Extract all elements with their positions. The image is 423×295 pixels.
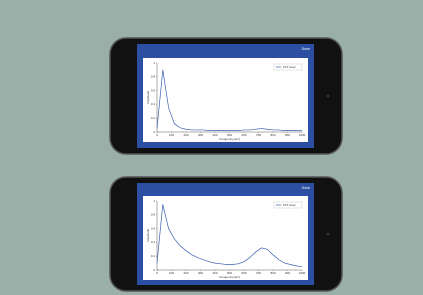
x-tick-label: 100 <box>169 271 174 275</box>
y-tick-label: 0.2 <box>151 254 156 258</box>
home-button <box>327 233 330 236</box>
x-axis-label: Frequency [Hz] <box>219 137 240 141</box>
done-button[interactable]: Done <box>302 186 310 190</box>
x-tick-label: 400 <box>212 271 217 275</box>
x-tick-label: 900 <box>285 271 290 275</box>
y-axis-label: Amplitude <box>146 229 150 243</box>
x-tick-label: 900 <box>285 133 290 137</box>
y-tick-label: 0.4 <box>151 240 156 244</box>
x-axis-label: Frequency [Hz] <box>219 275 240 279</box>
legend-label: FFT level <box>283 65 296 69</box>
plot-background <box>143 196 308 280</box>
x-tick-label: 800 <box>270 271 275 275</box>
done-button[interactable]: Done <box>302 47 310 51</box>
x-tick-label: 100 <box>169 133 174 137</box>
y-tick-label: 0.2 <box>151 116 156 120</box>
x-tick-label: 700 <box>256 271 261 275</box>
y-tick-label: 0.8 <box>151 75 156 79</box>
x-tick-label: 300 <box>198 133 203 137</box>
screenshot: Done0100200300400500600700800900100000.2… <box>0 0 423 295</box>
x-tick-label: 300 <box>198 271 203 275</box>
x-tick-label: 1000 <box>299 271 306 275</box>
home-button <box>327 95 330 98</box>
x-tick-label: 400 <box>212 133 217 137</box>
x-tick-label: 200 <box>183 133 188 137</box>
x-tick-label: 600 <box>241 271 246 275</box>
y-tick-label: 0.8 <box>151 213 156 217</box>
x-tick-label: 800 <box>270 133 275 137</box>
x-tick-label: 1000 <box>299 133 306 137</box>
x-tick-label: 600 <box>241 133 246 137</box>
y-tick-label: 0.6 <box>151 226 156 230</box>
x-tick-label: 700 <box>256 133 261 137</box>
legend-label: FFT level <box>283 203 296 207</box>
y-axis-label: Amplitude <box>146 91 150 105</box>
y-tick-label: 0.4 <box>151 102 156 106</box>
y-tick-label: 0.6 <box>151 88 156 92</box>
x-tick-label: 200 <box>183 271 188 275</box>
